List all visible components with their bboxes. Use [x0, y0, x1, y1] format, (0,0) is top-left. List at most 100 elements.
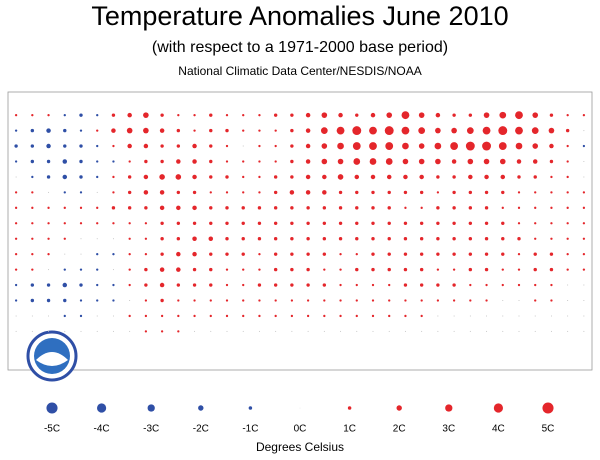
anomaly-dot	[401, 111, 410, 120]
anomaly-dot	[273, 113, 278, 117]
anomaly-dot	[79, 175, 83, 179]
anomaly-dot	[306, 267, 310, 272]
anomaly-dot	[143, 112, 149, 118]
anomaly-dot	[340, 330, 342, 332]
anomaly-dot	[323, 330, 325, 332]
anomaly-dot	[516, 159, 522, 164]
anomaly-dot	[80, 330, 82, 332]
anomaly-dot	[193, 299, 196, 302]
anomaly-dot	[532, 143, 539, 149]
anomaly-dot	[403, 267, 408, 272]
anomaly-dot	[275, 330, 277, 332]
anomaly-dot	[63, 237, 66, 240]
anomaly-dot	[242, 314, 245, 318]
anomaly-dot	[273, 206, 278, 210]
anomaly-dot	[144, 267, 148, 272]
anomaly-dot	[257, 206, 262, 210]
anomaly-dot	[112, 160, 115, 163]
anomaly-dot	[79, 299, 83, 302]
anomaly-dot	[453, 330, 455, 332]
anomaly-dot	[434, 142, 442, 150]
anomaly-dot	[225, 144, 229, 148]
anomaly-dot	[290, 314, 294, 318]
anomaly-dot	[225, 191, 229, 194]
legend-dot	[396, 405, 402, 411]
anomaly-dot	[96, 175, 99, 179]
anomaly-dot	[550, 283, 553, 287]
anomaly-dot	[257, 283, 262, 287]
anomaly-dot	[371, 206, 375, 210]
anomaly-dot	[436, 175, 440, 179]
anomaly-dot	[126, 127, 133, 134]
anomaly-dot	[436, 283, 440, 287]
anomaly-dot	[274, 129, 277, 132]
anomaly-dot	[320, 127, 328, 134]
anomaly-dot	[404, 330, 406, 332]
anomaly-dot	[566, 144, 569, 148]
anomaly-dot	[371, 237, 375, 241]
anomaly-dot	[583, 161, 585, 162]
anomaly-dot	[209, 299, 212, 302]
anomaly-dot	[159, 282, 165, 288]
anomaly-dot	[160, 298, 164, 303]
anomaly-dot	[258, 299, 261, 302]
anomaly-dot	[225, 206, 229, 210]
anomaly-dot	[242, 175, 245, 179]
anomaly-dot	[129, 330, 131, 332]
anomaly-dot	[420, 299, 423, 302]
anomaly-dot	[144, 283, 148, 287]
anomaly-dot	[79, 268, 83, 271]
anomaly-dot	[209, 206, 213, 210]
anomaly-dot	[419, 252, 424, 256]
anomaly-dot	[31, 253, 34, 256]
anomaly-dot	[517, 283, 521, 287]
anomaly-dot	[404, 299, 407, 302]
anomaly-dot	[112, 191, 115, 194]
anomaly-dot	[258, 144, 261, 148]
anomaly-dot	[176, 159, 181, 164]
anomaly-dot	[258, 129, 261, 132]
anomaly-dot	[582, 191, 586, 194]
legend-label: 2C	[393, 424, 406, 435]
anomaly-dot	[566, 191, 569, 194]
anomaly-dot	[339, 268, 342, 271]
anomaly-dot	[273, 252, 278, 256]
anomaly-dot	[339, 283, 342, 287]
anomaly-dot	[176, 205, 181, 211]
anomaly-dot	[128, 283, 131, 287]
anomaly-dot	[518, 330, 520, 332]
anomaly-dot	[30, 283, 35, 287]
anomaly-dot	[500, 174, 506, 180]
anomaly-dot	[566, 160, 569, 163]
anomaly-dot	[80, 253, 82, 255]
anomaly-dot	[582, 114, 586, 117]
anomaly-dot	[241, 206, 245, 210]
anomaly-dot	[338, 112, 343, 118]
anomaly-dot	[548, 127, 555, 134]
anomaly-dot	[47, 206, 50, 209]
anomaly-dot	[209, 113, 213, 117]
anomaly-dot	[273, 283, 278, 287]
anomaly-dot	[193, 129, 196, 132]
anomaly-dot	[483, 112, 490, 118]
anomaly-dot	[258, 160, 261, 163]
anomaly-dot	[469, 330, 471, 332]
anomaly-dot	[371, 221, 375, 225]
anomaly-dot	[499, 158, 506, 165]
anomaly-dot	[274, 144, 277, 148]
anomaly-dot	[336, 126, 345, 135]
anomaly-dot	[517, 206, 521, 209]
anomaly-dot	[31, 175, 34, 179]
anomaly-dot	[403, 237, 408, 241]
anomaly-dot	[305, 128, 311, 133]
anomaly-dot	[175, 174, 182, 180]
anomaly-dot	[518, 300, 520, 301]
anomaly-dot	[404, 314, 407, 318]
anomaly-dot	[531, 127, 539, 134]
anomaly-dot	[290, 144, 294, 148]
anomaly-dot	[144, 222, 148, 225]
anomaly-dot	[112, 238, 114, 240]
anomaly-dot	[14, 283, 18, 287]
anomaly-dot	[144, 330, 148, 333]
anomaly-dot	[225, 299, 229, 302]
